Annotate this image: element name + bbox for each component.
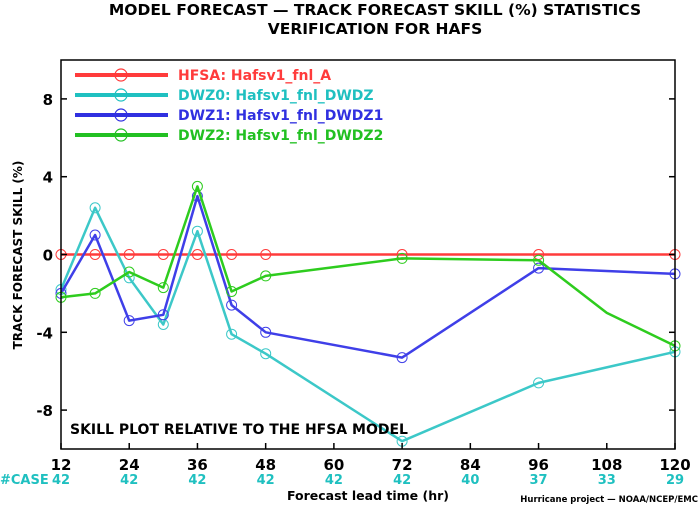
series-3-point <box>260 326 272 338</box>
x-axis-ticks: 12 24 36 48 60 72 84 96 108 120 <box>51 443 691 474</box>
x-tick-label: 60 <box>323 456 344 474</box>
series-3-point <box>226 299 238 311</box>
series-3-point <box>89 229 101 241</box>
legend: HFSA: Hafsv1_fnl_A DWZ0: Hafsv1_fnl_DWDZ D… <box>75 68 383 144</box>
y-tick-label: 0 <box>43 247 53 265</box>
series-2-point <box>191 225 203 237</box>
y-tick-label: 8 <box>43 91 53 109</box>
case-counts: 42 42 42 42 42 42 40 37 33 29 <box>52 473 684 488</box>
legend-label-2: DWZ0: Hafsv1_fnl_DWDZ <box>178 88 374 104</box>
y-tick-label: -4 <box>36 324 53 342</box>
series-4-point <box>123 266 135 278</box>
x-tick-label: 96 <box>528 456 549 474</box>
series-line-4 <box>60 185 676 348</box>
footer-credit: Hurricane project — NOAA/NCEP/EMC <box>520 495 698 505</box>
legend-label-1: HFSA: Hafsv1_fnl_A <box>178 68 331 84</box>
series-1-point <box>123 249 135 260</box>
case-count: 42 <box>393 473 411 488</box>
case-count: 33 <box>598 473 616 488</box>
case-count: 42 <box>52 473 70 488</box>
y-axis-label: TRACK FORECAST SKILL (%) <box>11 161 25 350</box>
case-count: 42 <box>325 473 343 488</box>
case-count: 42 <box>257 473 275 488</box>
series-4-point <box>396 252 408 264</box>
legend-label-4: DWZ2: Hafsv1_fnl_DWDZ2 <box>178 128 383 144</box>
series-4-point <box>157 282 169 294</box>
chart-subtitle: VERIFICATION FOR HAFS <box>268 20 483 38</box>
case-count: 42 <box>120 473 138 488</box>
series-1-point <box>226 249 238 260</box>
series-4-point <box>533 254 545 266</box>
series-4-point <box>260 270 272 282</box>
series-2-point <box>260 348 272 360</box>
series-2-point <box>226 328 238 340</box>
series-4-point <box>191 180 203 192</box>
legend-marker-2 <box>114 88 128 102</box>
series-1-point <box>191 249 203 260</box>
series-line-2 <box>59 206 676 443</box>
x-tick-label: 72 <box>392 456 413 474</box>
x-tick-label: 120 <box>659 456 690 474</box>
case-label: #CASE <box>0 473 49 488</box>
legend-marker-3 <box>114 108 128 122</box>
series-2-point <box>89 202 101 214</box>
series-3-point <box>533 262 545 274</box>
x-tick-label: 48 <box>255 456 276 474</box>
series-3-point <box>396 352 408 364</box>
x-tick-label: 108 <box>591 456 622 474</box>
series-1-point <box>89 249 101 260</box>
series-2-point <box>533 377 545 389</box>
series-4-point <box>89 287 101 299</box>
legend-marker-1 <box>114 68 128 82</box>
y-axis-ticks: -8 -4 0 4 8 <box>36 91 675 420</box>
series-line-3 <box>59 194 676 359</box>
x-tick-label: 12 <box>51 456 72 474</box>
case-count: 40 <box>461 473 479 488</box>
case-count: 42 <box>188 473 206 488</box>
y-tick-label: 4 <box>43 169 53 187</box>
series-3-point <box>123 315 135 327</box>
y-tick-label: -8 <box>36 402 53 420</box>
legend-label-3: DWZ1: Hafsv1_fnl_DWDZ1 <box>178 108 383 124</box>
chart-title: MODEL FORECAST — TRACK FORECAST SKILL (%… <box>109 1 641 19</box>
x-tick-label: 24 <box>119 456 140 474</box>
x-axis-label: Forecast lead time (hr) <box>287 488 449 503</box>
skill-annotation: SKILL PLOT RELATIVE TO THE HFSA MODEL <box>70 422 408 438</box>
series-1-point <box>260 249 272 260</box>
series-4-point <box>226 286 238 297</box>
case-count: 29 <box>666 473 684 488</box>
plot-area <box>55 180 681 447</box>
case-count: 37 <box>530 473 548 488</box>
series-1-point <box>157 249 169 260</box>
x-tick-label: 36 <box>187 456 208 474</box>
x-tick-label: 84 <box>460 456 481 474</box>
series-3-point <box>157 309 169 321</box>
legend-marker-4 <box>114 128 128 142</box>
